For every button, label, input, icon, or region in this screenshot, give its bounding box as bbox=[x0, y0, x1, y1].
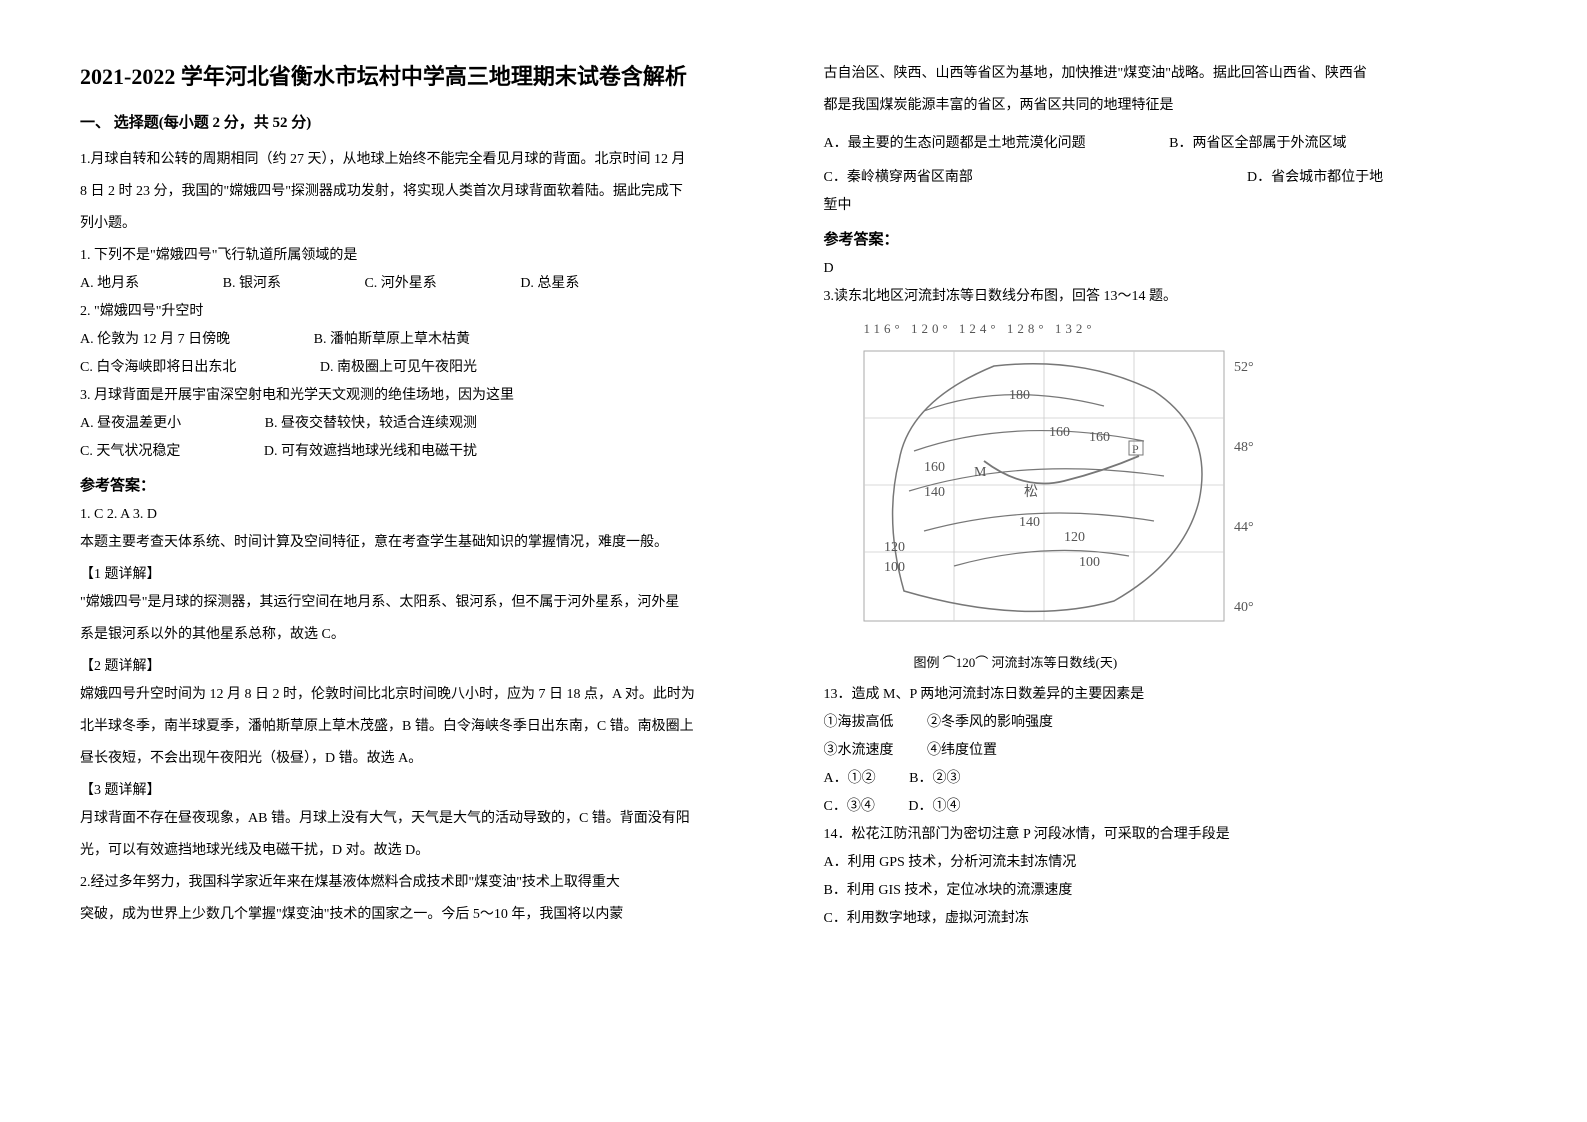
svg-text:44°: 44° bbox=[1234, 520, 1254, 535]
section-1-header: 一、 选择题(每小题 2 分，共 52 分) bbox=[80, 111, 764, 132]
q1s2-opt-b: B. 潘帕斯草原上草木枯黄 bbox=[314, 332, 470, 347]
q1-detail2-l2: 北半球冬季，南半球夏季，潘帕斯草原上草木茂盛，B 错。白令海峡冬季日出东南，C … bbox=[80, 713, 764, 741]
q1-sub2: 2. "嫦娥四号"升空时 bbox=[80, 298, 764, 326]
q3s13-opt-d: D．①④ bbox=[908, 799, 960, 814]
q1s1-opt-b: B. 银河系 bbox=[223, 270, 281, 298]
q1-detail2-l3: 昼长夜短，不会出现午夜阳光（极昼），D 错。故选 A。 bbox=[80, 745, 764, 773]
q1-sub3-row2: C. 天气状况稳定 D. 可有效遮挡地球光线和电磁干扰 bbox=[80, 438, 764, 466]
q3s13-opt-b: B．②③ bbox=[909, 771, 960, 786]
q2-intro-l2: 突破，成为世界上少数几个掌握"煤变油"技术的国家之一。今后 5～10 年，我国将… bbox=[80, 901, 764, 929]
q1s2-opt-d: D. 南极圈上可见午夜阳光 bbox=[320, 360, 477, 375]
svg-text:120: 120 bbox=[884, 540, 905, 555]
q1-intro-line1: 1.月球自转和公转的周期相同（约 27 天），从地球上始终不能完全看见月球的背面… bbox=[80, 146, 764, 174]
q1s2-opt-c: C. 白令海峡即将日出东北 bbox=[80, 354, 236, 382]
q1-sub2-row1: A. 伦敦为 12 月 7 日傍晚 B. 潘帕斯草原上草木枯黄 bbox=[80, 326, 764, 354]
q2-opt-c: C．秦岭横穿两省区南部 bbox=[824, 164, 1244, 192]
svg-text:P: P bbox=[1132, 442, 1139, 456]
q3-sub13-opts-r1: A．①② B．②③ bbox=[824, 765, 1508, 793]
q1-detail1-l1: "嫦娥四号"是月球的探测器，其运行空间在地月系、太阳系、银河系，但不属于河外星系… bbox=[80, 589, 764, 617]
q3s14-opt-b: B．利用 GIS 技术，定位冰块的流漂速度 bbox=[824, 877, 1508, 905]
map-lon-labels: 116° 120° 124° 128° 132° bbox=[854, 321, 1508, 337]
q2-intro-l3: 古自治区、陕西、山西等省区为基地，加快推进"煤变油"战略。据此回答山西省、陕西省 bbox=[824, 60, 1508, 88]
q1s1-opt-a: A. 地月系 bbox=[80, 270, 139, 298]
q1-detail3-l2: 光，可以有效遮挡地球光线及电磁干扰，D 对。故选 D。 bbox=[80, 837, 764, 865]
left-column: 2021-2022 学年河北省衡水市坛村中学高三地理期末试卷含解析 一、 选择题… bbox=[80, 60, 764, 933]
q1s3-opt-b: B. 昼夜交替较快，较适合连续观测 bbox=[265, 416, 477, 431]
q2-answer-line: D bbox=[824, 255, 1508, 283]
q1s1-opt-d: D. 总星系 bbox=[520, 276, 579, 291]
q1-sub1-options: A. 地月系 B. 银河系 C. 河外星系 D. 总星系 bbox=[80, 270, 764, 298]
map-caption: 图例 ⌒120⌒ 河流封冻等日数线(天) bbox=[854, 652, 1508, 671]
q1-detail2-l1: 嫦娥四号升空时间为 12 月 8 日 2 时，伦敦时间比北京时间晚八小时，应为 … bbox=[80, 681, 764, 709]
q2-opts-row2: C．秦岭横穿两省区南部 D．省会城市都位于地 bbox=[824, 164, 1508, 192]
q3-sub13-opts-r2: C．③④ D．①④ bbox=[824, 793, 1508, 821]
q2-intro-l1: 2.经过多年努力，我国科学家近年来在煤基液体燃料合成技术即"煤变油"技术上取得重… bbox=[80, 869, 764, 897]
q2-opt-a: A．最主要的生态问题都是土地荒漠化问题 bbox=[824, 130, 1086, 158]
q1s3-opt-d: D. 可有效遮挡地球光线和电磁干扰 bbox=[264, 444, 477, 459]
svg-text:100: 100 bbox=[884, 560, 905, 575]
q1-intro-line3: 列小题。 bbox=[80, 210, 764, 238]
q1s3-opt-c: C. 天气状况稳定 bbox=[80, 438, 180, 466]
q3s13-f1: ①海拔高低 bbox=[824, 709, 894, 737]
q1-detail3-l1: 月球背面不存在昼夜现象，AB 错。月球上没有大气，天气是大气的活动导致的，C 错… bbox=[80, 805, 764, 833]
q1-answer-header: 参考答案： bbox=[80, 474, 764, 495]
q1-sub3: 3. 月球背面是开展宇宙深空射电和光学天文观测的绝佳场地，因为这里 bbox=[80, 382, 764, 410]
q3s14-opt-c: C．利用数字地球，虚拟河流封冻 bbox=[824, 905, 1508, 933]
q1-detail3-h: 【3 题详解】 bbox=[80, 777, 764, 805]
q3-sub13-factors-r2: ③水流速度 ④纬度位置 bbox=[824, 737, 1508, 765]
q2-answer-header: 参考答案： bbox=[824, 228, 1508, 249]
q1s3-opt-a: A. 昼夜温差更小 bbox=[80, 410, 181, 438]
q3s13-opt-a: A．①② bbox=[824, 765, 876, 793]
q1-detail1-h: 【1 题详解】 bbox=[80, 561, 764, 589]
svg-text:M: M bbox=[974, 465, 987, 480]
q1-answer-line: 1. C 2. A 3. D bbox=[80, 501, 764, 529]
svg-text:120: 120 bbox=[1064, 530, 1085, 545]
svg-text:160: 160 bbox=[1049, 425, 1070, 440]
q1-sub3-row1: A. 昼夜温差更小 B. 昼夜交替较快，较适合连续观测 bbox=[80, 410, 764, 438]
q3-sub14: 14．松花江防汛部门为密切注意 P 河段冰情，可采取的合理手段是 bbox=[824, 821, 1508, 849]
svg-text:140: 140 bbox=[924, 485, 945, 500]
svg-text:160: 160 bbox=[924, 460, 945, 475]
q1-detail1-l2: 系是银河系以外的其他星系总称，故选 C。 bbox=[80, 621, 764, 649]
q3s13-f3: ③水流速度 bbox=[824, 737, 894, 765]
svg-text:40°: 40° bbox=[1234, 600, 1254, 615]
q2-opts-row1: A．最主要的生态问题都是土地荒漠化问题 B．两省区全部属于外流区域 bbox=[824, 130, 1508, 158]
q1-sub2-row2: C. 白令海峡即将日出东北 D. 南极圈上可见午夜阳光 bbox=[80, 354, 764, 382]
q3-sub13-factors-r1: ①海拔高低 ②冬季风的影响强度 bbox=[824, 709, 1508, 737]
q2-opt-d: D．省会城市都位于地 bbox=[1247, 170, 1383, 185]
q3s14-opt-a: A．利用 GPS 技术，分析河流未封冻情况 bbox=[824, 849, 1508, 877]
svg-text:松: 松 bbox=[1024, 484, 1038, 500]
q3-sub13: 13．造成 M、P 两地河流封冻日数差异的主要因素是 bbox=[824, 681, 1508, 709]
q3s13-f2: ②冬季风的影响强度 bbox=[927, 715, 1053, 730]
q1-sub1: 1. 下列不是"嫦娥四号"飞行轨道所属领域的是 bbox=[80, 242, 764, 270]
q3s13-f4: ④纬度位置 bbox=[927, 743, 997, 758]
q1-detail2-h: 【2 题详解】 bbox=[80, 653, 764, 681]
right-column: 古自治区、陕西、山西等省区为基地，加快推进"煤变油"战略。据此回答山西省、陕西省… bbox=[824, 60, 1508, 933]
q2-opt-d-cont: 堑中 bbox=[824, 192, 1508, 220]
q1s2-opt-a: A. 伦敦为 12 月 7 日傍晚 bbox=[80, 326, 230, 354]
svg-text:180: 180 bbox=[1009, 388, 1030, 403]
map-figure: 116° 120° 124° 128° 132° bbox=[824, 321, 1508, 671]
svg-text:52°: 52° bbox=[1234, 360, 1254, 375]
q1-intro-line2: 8 日 2 时 23 分，我国的"嫦娥四号"探测器成功发射，将实现人类首次月球背… bbox=[80, 178, 764, 206]
q1-answer-desc: 本题主要考查天体系统、时间计算及空间特征，意在考查学生基础知识的掌握情况，难度一… bbox=[80, 529, 764, 557]
q2-intro-l4: 都是我国煤炭能源丰富的省区，两省区共同的地理特征是 bbox=[824, 92, 1508, 120]
map-svg: 180 160 160 160 140 M 松 P 140 120 120 10… bbox=[854, 341, 1274, 641]
svg-text:48°: 48° bbox=[1234, 440, 1254, 455]
q1s1-opt-c: C. 河外星系 bbox=[364, 270, 436, 298]
document-title: 2021-2022 学年河北省衡水市坛村中学高三地理期末试卷含解析 bbox=[80, 60, 764, 93]
svg-text:160: 160 bbox=[1089, 430, 1110, 445]
svg-text:140: 140 bbox=[1019, 515, 1040, 530]
svg-text:100: 100 bbox=[1079, 555, 1100, 570]
q2-opt-b: B．两省区全部属于外流区域 bbox=[1169, 136, 1346, 151]
q3-intro: 3.读东北地区河流封冻等日数线分布图，回答 13～14 题。 bbox=[824, 283, 1508, 311]
q3s13-opt-c: C．③④ bbox=[824, 793, 875, 821]
